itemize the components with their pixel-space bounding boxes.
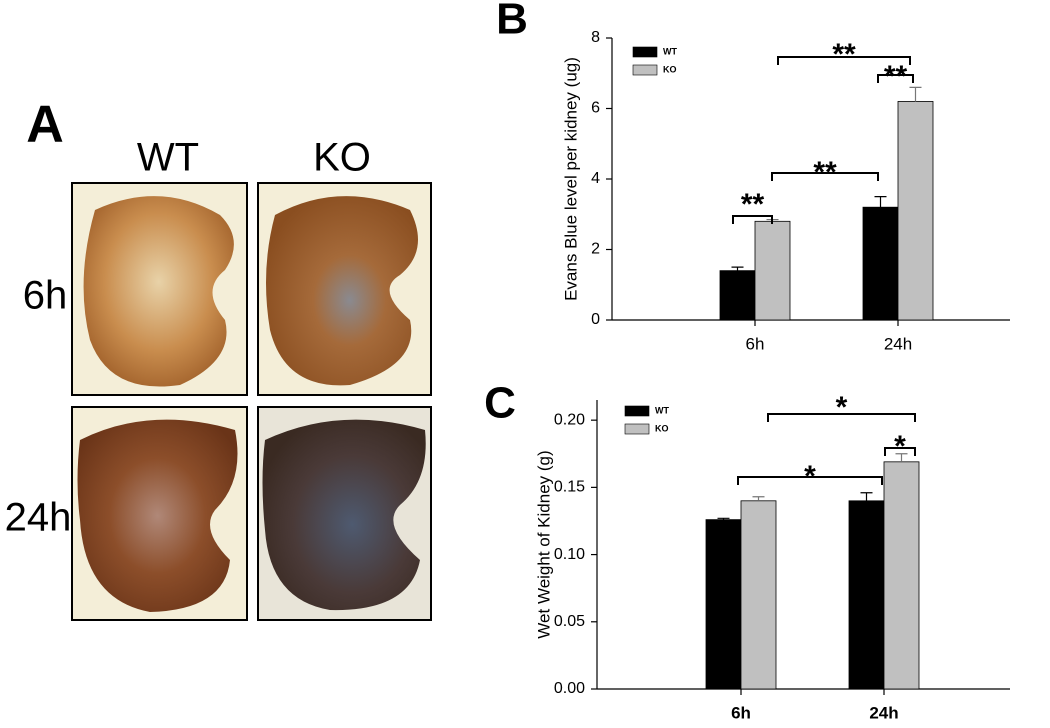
error-bar — [860, 492, 873, 501]
bar — [740, 500, 777, 690]
x-tick-label: 6h — [746, 334, 765, 353]
photo — [71, 406, 248, 621]
legend-swatch — [624, 423, 650, 435]
significance-bracket — [884, 447, 916, 456]
y-tick-label: 6 — [591, 100, 600, 117]
y-tick-label: 0 — [591, 311, 600, 328]
y-tick-label: 0.20 — [554, 411, 585, 428]
bar — [862, 206, 899, 321]
column-label: KO — [313, 136, 371, 180]
bar — [754, 220, 791, 321]
x-tick-label: 24h — [884, 334, 912, 353]
y-tick-label: 0.05 — [554, 613, 585, 630]
panel-label: C — [484, 379, 516, 428]
significance-label: * — [894, 430, 906, 463]
significance-label: ** — [832, 38, 856, 71]
significance-label: * — [804, 460, 816, 493]
legend-label: KO — [655, 423, 669, 433]
photo — [257, 406, 432, 621]
legend-label: WT — [663, 46, 677, 56]
significance-label: ** — [741, 188, 765, 221]
y-tick-label: 2 — [591, 241, 600, 258]
error-bar — [874, 196, 887, 208]
significance-bracket — [767, 413, 916, 422]
y-tick-label: 4 — [591, 170, 600, 187]
error-bar — [717, 517, 730, 520]
legend-label: WT — [655, 405, 669, 415]
bar — [897, 101, 934, 321]
significance-label: * — [836, 391, 848, 424]
significance-bracket — [777, 56, 911, 65]
y-tick-label: 0.15 — [554, 479, 585, 496]
bar — [705, 519, 742, 690]
significance-label: ** — [884, 60, 908, 93]
legend-swatch — [632, 46, 658, 58]
legend-label: KO — [663, 64, 677, 74]
y-tick-label: 0.00 — [554, 680, 585, 697]
y-axis-label: Evans Blue level per kidney (ug) — [561, 57, 580, 301]
x-tick-label: 6h — [731, 703, 751, 722]
y-axis-label: Wet Weight of Kidney (g) — [534, 450, 553, 638]
panel-label: B — [496, 0, 528, 44]
y-tick-label: 8 — [591, 29, 600, 46]
bar — [719, 270, 756, 321]
y-tick-label: 0.10 — [554, 546, 585, 563]
row-label: 24h — [5, 496, 72, 540]
legend-swatch — [624, 405, 650, 417]
significance-bracket — [737, 476, 883, 485]
significance-bracket — [771, 172, 879, 181]
column-label: WT — [137, 136, 199, 180]
bar — [848, 500, 885, 690]
x-tick-label: 24h — [869, 703, 898, 722]
error-bar — [731, 266, 744, 271]
photo — [257, 182, 432, 396]
bar — [883, 461, 920, 690]
significance-bracket — [732, 215, 773, 224]
error-bar — [895, 453, 908, 462]
panel-label: A — [26, 96, 64, 154]
significance-label: ** — [813, 156, 837, 189]
error-bar — [909, 86, 922, 102]
legend-swatch — [632, 64, 658, 76]
error-bar — [752, 496, 765, 501]
significance-bracket — [877, 74, 914, 83]
row-label: 6h — [23, 274, 68, 318]
photo — [71, 182, 248, 396]
